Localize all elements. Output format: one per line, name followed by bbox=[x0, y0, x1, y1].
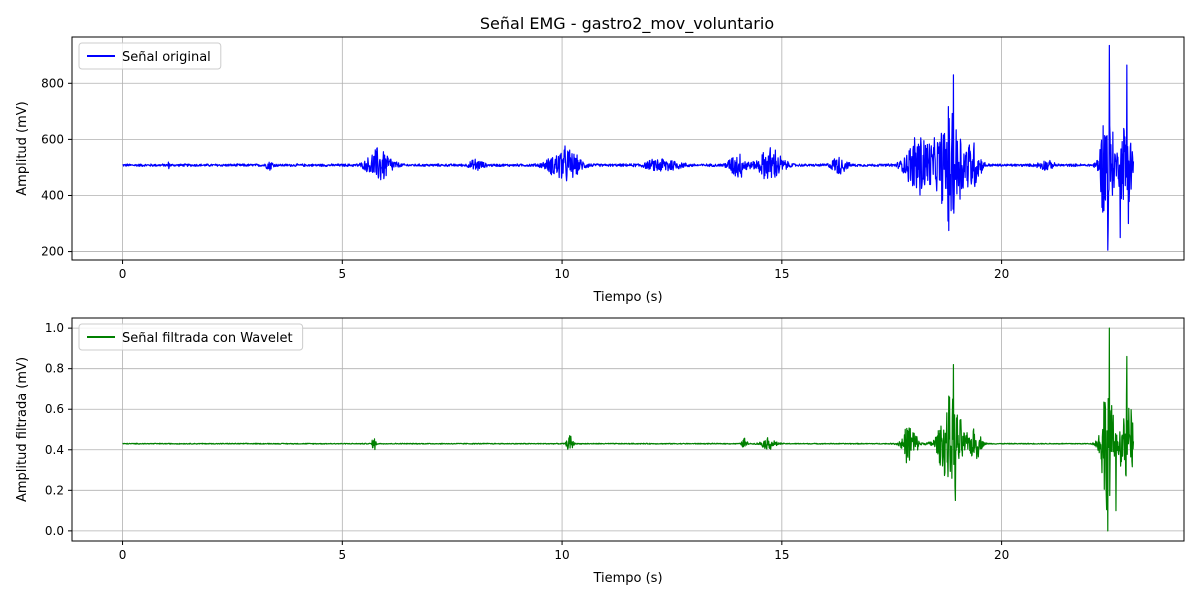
legend-box bbox=[78, 323, 304, 351]
legend-label: Señal filtrada con Wavelet bbox=[122, 331, 293, 346]
x-tick-label: 5 bbox=[338, 267, 346, 281]
y-tick-label: 600 bbox=[41, 132, 64, 146]
x-axis-label: Tiempo (s) bbox=[592, 290, 662, 305]
y-tick-label: 0.4 bbox=[45, 443, 64, 457]
x-tick-label: 15 bbox=[774, 548, 789, 562]
grid-lines bbox=[72, 318, 1184, 541]
legend: Señal original bbox=[78, 42, 222, 70]
y-tick-label: 0.8 bbox=[45, 362, 64, 376]
y-axis-label: Amplitud (mV) bbox=[15, 101, 30, 195]
signal-line bbox=[122, 327, 1135, 532]
series-filtered bbox=[122, 327, 1135, 532]
x-tick-label: 20 bbox=[994, 548, 1009, 562]
axes-frame bbox=[71, 36, 1185, 261]
legend: Señal filtrada con Wavelet bbox=[78, 323, 304, 351]
y-tick-label: 0.6 bbox=[45, 402, 64, 416]
x-tick-label: 0 bbox=[119, 267, 127, 281]
x-tick-label: 5 bbox=[338, 548, 346, 562]
x-tick-label: 15 bbox=[774, 267, 789, 281]
signal-line bbox=[122, 44, 1135, 251]
original-signal-panel: Señal EMG - gastro2_mov_voluntario 0 5 10 1… bbox=[15, 14, 1185, 305]
legend-box bbox=[78, 42, 222, 70]
x-axis-label: Tiempo (s) bbox=[592, 571, 662, 586]
y-tick-label: 400 bbox=[41, 188, 64, 202]
y-tick-label: 800 bbox=[41, 76, 64, 90]
chart-title: Señal EMG - gastro2_mov_voluntario bbox=[480, 14, 774, 34]
series-original bbox=[122, 44, 1135, 251]
grid-lines bbox=[72, 37, 1184, 260]
y-tick-label: 0.2 bbox=[45, 483, 64, 497]
x-tick-label: 20 bbox=[994, 267, 1009, 281]
filtered-signal-panel: 0 5 10 15 20 0.0 0.2 0.4 0.6 0.8 1.0 Tiempo (s) Am… bbox=[15, 317, 1185, 586]
axes-frame bbox=[71, 317, 1185, 542]
x-tick-label: 10 bbox=[554, 267, 569, 281]
legend-label: Señal original bbox=[122, 50, 211, 65]
x-tick-label: 10 bbox=[554, 548, 569, 562]
y-tick-label: 0.0 bbox=[45, 524, 64, 538]
tick-marks: 0 5 10 15 20 0.0 0.2 0.4 0.6 0.8 1.0 bbox=[45, 321, 1009, 562]
y-tick-label: 1.0 bbox=[45, 321, 64, 335]
y-axis-label: Amplitud filtrada (mV) bbox=[15, 357, 30, 502]
x-tick-label: 0 bbox=[119, 548, 127, 562]
tick-marks: 0 5 10 15 20 200 400 600 800 bbox=[41, 76, 1009, 281]
y-tick-label: 200 bbox=[41, 245, 64, 259]
